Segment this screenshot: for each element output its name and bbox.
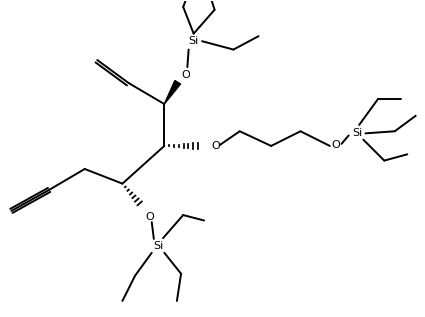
Text: Si: Si	[352, 128, 362, 138]
Text: Si: Si	[189, 36, 199, 46]
Text: O: O	[332, 140, 340, 150]
Text: Si: Si	[153, 242, 163, 251]
Text: O: O	[181, 70, 190, 80]
Text: O: O	[211, 141, 220, 151]
Polygon shape	[164, 81, 181, 104]
Text: O: O	[145, 212, 154, 222]
